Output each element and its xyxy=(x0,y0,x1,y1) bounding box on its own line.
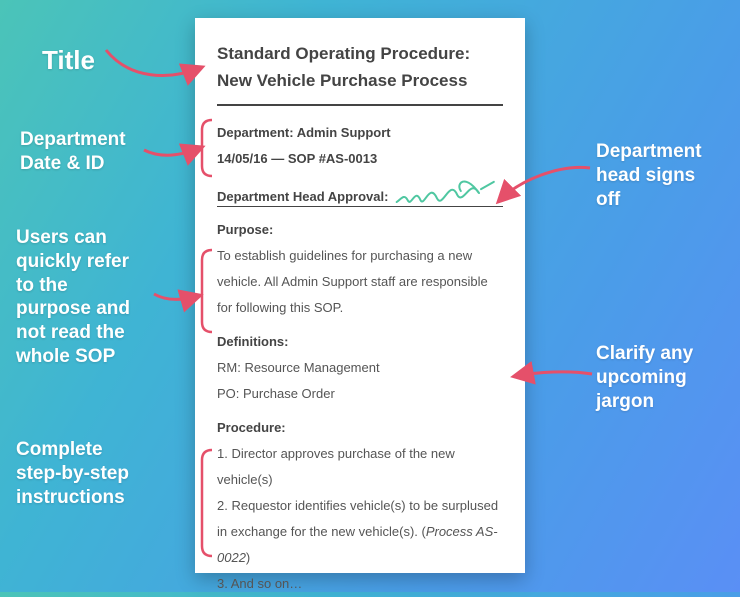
approval-row: Department Head Approval: xyxy=(217,180,503,207)
procedure-step: 3. And so on… xyxy=(217,571,503,597)
purpose-body: To establish guidelines for purchasing a… xyxy=(217,243,503,321)
meta-block: Department: Admin Support 14/05/16 — SOP… xyxy=(217,120,503,172)
department-value: Admin Support xyxy=(297,125,391,140)
arrow-purpose xyxy=(150,282,205,312)
arrow-title xyxy=(100,40,210,90)
doc-title-line2: New Vehicle Purchase Process xyxy=(217,67,503,94)
doc-title: Standard Operating Procedure: New Vehicl… xyxy=(217,40,503,94)
arrow-signoff xyxy=(490,162,600,212)
procedure-block: Procedure: 1. Director approves purchase… xyxy=(217,415,503,597)
bracket-procedure xyxy=(200,448,214,558)
annot-jargon: Clarify any upcoming jargon xyxy=(596,342,693,413)
definitions-block: Definitions: RM: Resource Management PO:… xyxy=(217,329,503,407)
department-line: Department: Admin Support xyxy=(217,120,503,146)
annot-title: Title xyxy=(42,44,95,77)
bracket-meta xyxy=(200,118,214,178)
sop-id: SOP #AS-0013 xyxy=(288,151,377,166)
arrow-jargon xyxy=(508,362,598,388)
annot-purpose: Users can quickly refer to the purpose a… xyxy=(16,226,130,369)
procedure-step: 2. Requestor identifies vehicle(s) to be… xyxy=(217,493,503,571)
signature-svg xyxy=(393,174,503,208)
purpose-heading: Purpose: xyxy=(217,217,503,243)
title-rule xyxy=(217,104,503,106)
step2-b: ) xyxy=(246,550,250,565)
bracket-purpose xyxy=(200,248,214,334)
annot-dept: Department Date & ID xyxy=(20,128,126,176)
purpose-block: Purpose: To establish guidelines for pur… xyxy=(217,217,503,321)
annot-steps: Complete step-by-step instructions xyxy=(16,438,129,509)
sop-document: Standard Operating Procedure: New Vehicl… xyxy=(195,18,525,573)
definition-item: RM: Resource Management xyxy=(217,355,503,381)
doc-date: 14/05/16 xyxy=(217,151,268,166)
procedure-heading: Procedure: xyxy=(217,415,503,441)
annot-signoff: Department head signs off xyxy=(596,140,702,211)
date-id-line: 14/05/16 — SOP #AS-0013 xyxy=(217,146,503,172)
approval-label: Department Head Approval: xyxy=(217,189,388,204)
department-label: Department: xyxy=(217,125,294,140)
signature xyxy=(394,180,503,204)
doc-title-line1: Standard Operating Procedure: xyxy=(217,40,503,67)
definition-item: PO: Purchase Order xyxy=(217,381,503,407)
sep: — xyxy=(271,151,284,166)
definitions-heading: Definitions: xyxy=(217,329,503,355)
procedure-step: 1. Director approves purchase of the new… xyxy=(217,441,503,493)
